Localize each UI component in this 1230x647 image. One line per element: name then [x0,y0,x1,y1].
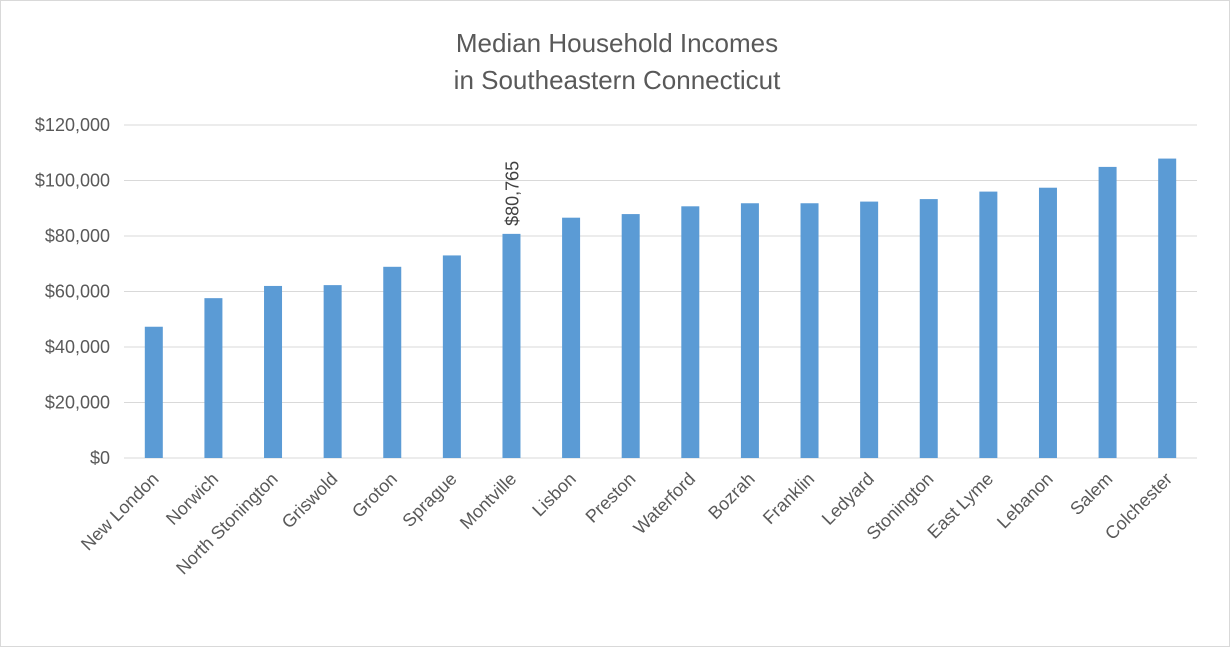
x-tick-label: Groton [348,469,401,522]
x-tick-label: Preston [582,469,640,527]
gridlines [124,124,1197,459]
x-tick-label: Lebanon [993,469,1057,533]
y-tick-label: $80,000 [45,226,110,246]
bar-ledyard [860,201,879,458]
chart-title-line: in Southeastern Connecticut [454,65,781,95]
bar-lebanon [1038,187,1057,458]
bar-new-london [144,326,163,458]
x-tick-label: New London [77,469,163,555]
y-tick-label: $60,000 [45,282,110,302]
bar-norwich [204,298,223,458]
y-axis-ticks: $0 $20,000 $40,000 $60,000 $80,000 $100,000 $1… [35,115,110,468]
chart-title-line: Median Household Incomes [456,28,778,58]
bar-north-stonington [264,285,283,458]
bar-waterford [681,206,700,458]
data-labels: $80,765 [502,161,522,226]
bar-franklin [800,203,819,458]
x-tick-label: Franklin [759,469,818,528]
bar-preston [621,214,640,458]
bar-colchester [1158,158,1177,458]
y-tick-label: $40,000 [45,337,110,357]
bar-bozrah [740,203,759,458]
y-tick-label: $120,000 [35,115,110,135]
y-tick-label: $20,000 [45,393,110,413]
x-tick-label: Montville [456,469,520,533]
x-tick-label: Sprague [398,469,460,531]
bar-stonington [919,199,938,458]
x-tick-label: Bozrah [704,469,758,523]
bar-east-lyme [979,191,998,458]
x-tick-label: North Stonington [172,469,282,579]
x-tick-label: Griswold [278,469,342,533]
bar-groton [383,266,402,458]
chart-title: Median Household Incomes in Southeastern … [454,28,781,95]
y-tick-label: $0 [90,448,110,468]
bar-salem [1098,166,1117,458]
bars [144,158,1177,458]
bar-lisbon [562,217,581,458]
data-label: $80,765 [502,161,522,226]
y-tick-label: $100,000 [35,171,110,191]
bar-sprague [442,255,461,458]
x-tick-label: Waterford [630,469,700,539]
x-tick-label: Norwich [162,469,222,529]
bar-griswold [323,285,342,458]
x-tick-label: Salem [1066,469,1116,519]
bar-montville [502,233,521,458]
x-tick-label: Lisbon [528,469,580,521]
x-tick-label: Ledyard [818,469,878,529]
